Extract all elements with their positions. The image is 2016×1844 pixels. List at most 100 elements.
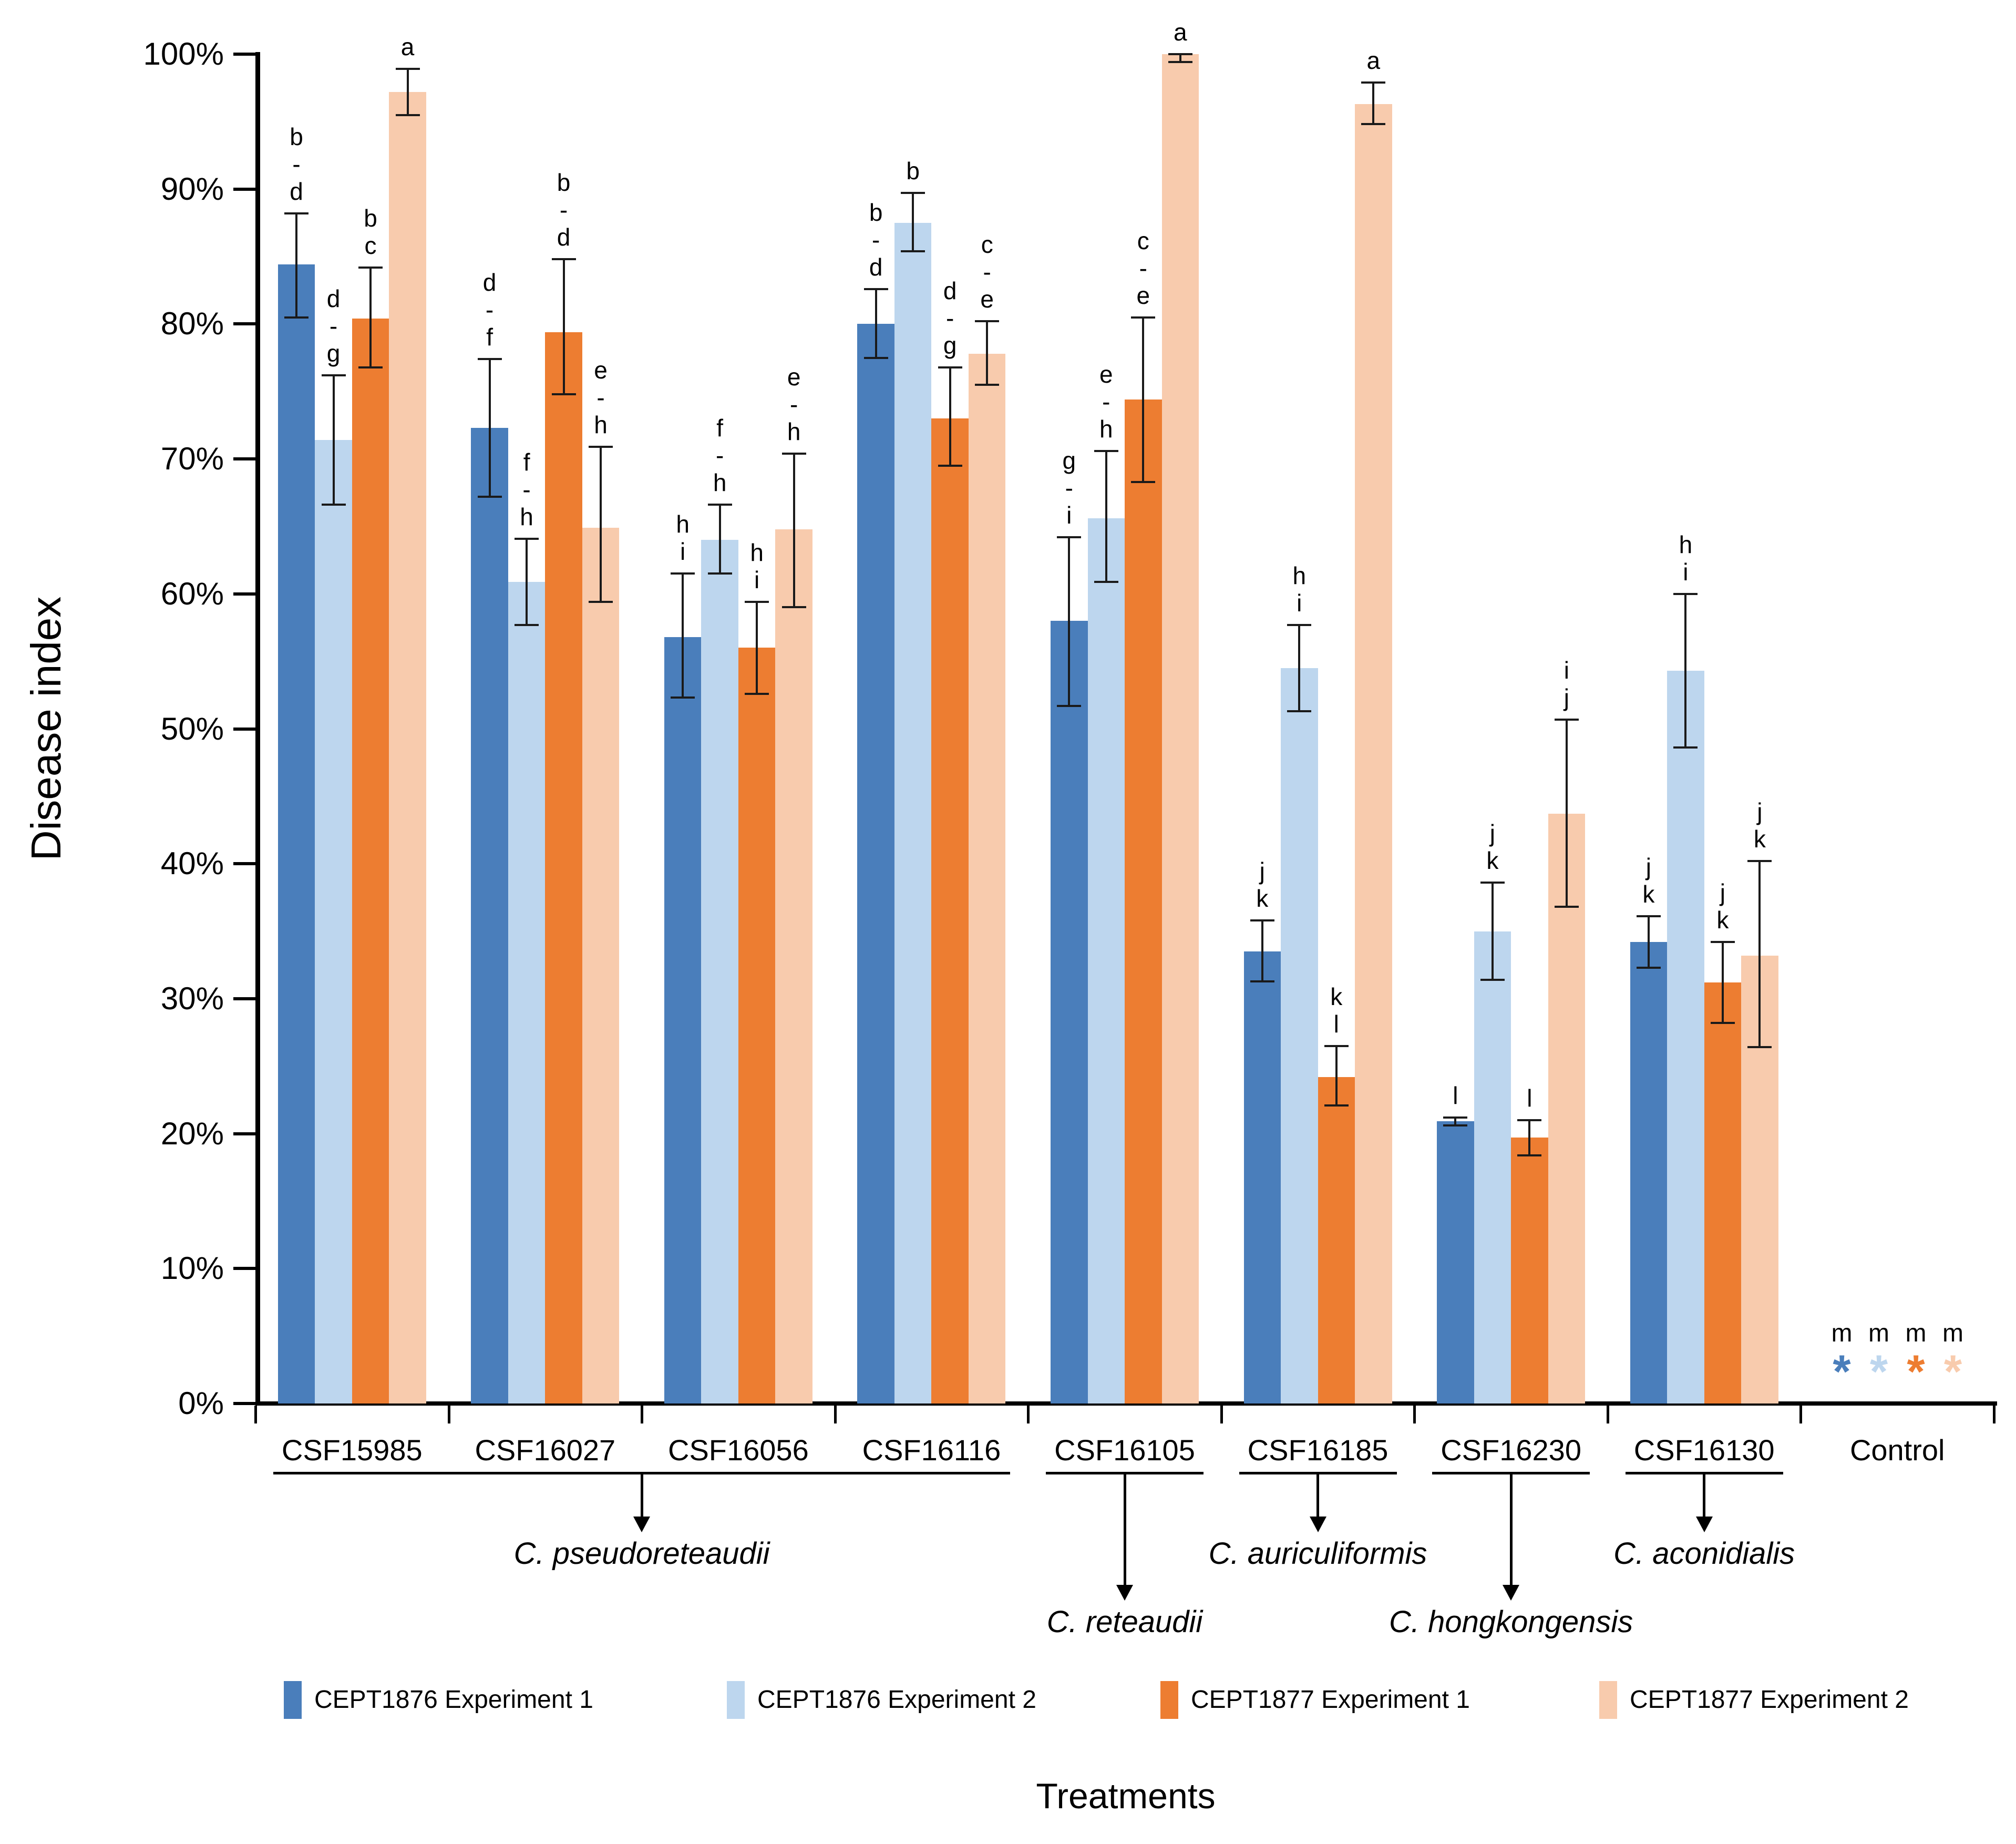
error-bar [406,69,409,115]
error-bar [1068,537,1071,706]
y-tick-label: 10% [160,1251,224,1286]
error-bar-cap-bottom [358,366,383,368]
error-bar [986,321,989,385]
x-axis-title: Treatments [1036,1776,1216,1816]
significance-letters: a [1173,18,1187,46]
error-bar-cap-bottom [321,504,346,506]
error-bar [718,505,721,574]
error-bar-cap-bottom [745,692,769,695]
error-bar-cap-bottom [863,356,888,359]
error-bar-cap-top [1168,53,1192,55]
error-bar [793,453,795,608]
x-tick-mark [1413,1406,1416,1423]
y-tick-label: 90% [160,171,224,207]
x-category-label: Control [1849,1433,1945,1467]
y-tick-mark [233,727,255,731]
species-arrow-stem [1509,1472,1513,1585]
bar-CSF15985-series3 [352,319,389,1404]
control-letter: m [1868,1319,1889,1347]
control-asterisk: * [1943,1345,1962,1397]
bar-CSF16056-series4 [775,529,812,1404]
bar-CSF16185-series4 [1355,104,1392,1404]
significance-letters: a [1366,46,1381,74]
error-bar-cap-bottom [938,464,962,467]
error-bar-cap-top [938,366,962,368]
y-tick-mark [233,1402,255,1405]
legend-swatch-icon [1599,1681,1617,1719]
error-bar-cap-top [1517,1119,1542,1121]
significance-letters: b-d [557,169,571,251]
error-bar [1179,54,1181,63]
legend-label: CEPT1876 Experiment 1 [314,1686,593,1714]
error-bar-cap-bottom [551,393,576,395]
error-bar [332,375,335,505]
error-bar [875,289,877,358]
error-bar-cap-top [477,358,502,361]
y-tick-label: 30% [160,980,224,1016]
species-arrow-stem [1123,1472,1126,1585]
species-label: C. reteaudii [1046,1605,1203,1639]
error-bar-cap-bottom [781,606,806,609]
x-category-label: CSF16230 [1441,1433,1581,1467]
error-bar [562,259,565,394]
error-bar-cap-top [284,212,309,214]
error-bar-cap-top [1094,449,1118,452]
y-tick-mark [233,592,255,596]
control-letter: m [1905,1319,1927,1347]
y-tick-mark [233,997,255,1000]
x-tick-mark [834,1406,837,1423]
error-bar-cap-bottom [1554,906,1579,908]
y-tick-mark [233,1132,255,1135]
error-bar [1335,1046,1338,1105]
species-label: C. auriculiformis [1208,1536,1427,1571]
bar-CSF16230-series1 [1437,1121,1474,1404]
error-bar-cap-top [1287,623,1312,626]
control-asterisk: * [1869,1345,1888,1397]
error-bar-cap-bottom [707,572,732,575]
x-axis-line [255,1401,1997,1406]
error-bar-cap-bottom [1636,966,1661,969]
x-category-label: CSF16105 [1054,1433,1195,1467]
bar-CSF16105-series2 [1087,518,1125,1404]
species-arrowhead-icon [1116,1585,1133,1601]
error-bar-cap-bottom [1250,980,1274,982]
error-bar [1105,450,1107,582]
bar-CSF16116-series1 [857,324,894,1404]
bar-CSF16027-series3 [545,332,582,1404]
x-tick-mark [1027,1406,1030,1423]
legend-swatch-icon [1160,1681,1178,1719]
error-bar-cap-bottom [1131,480,1156,483]
error-bar [1647,916,1650,968]
error-bar-cap-bottom [1517,1154,1542,1156]
x-tick-mark [254,1406,257,1423]
error-bar-cap-top [707,504,732,506]
y-tick-label: 80% [160,306,224,342]
error-bar-cap-bottom [1094,580,1118,583]
species-arrow-stem [1703,1472,1706,1517]
species-label: C. hongkongensis [1388,1605,1633,1639]
y-tick-mark [233,53,255,56]
error-bar [1758,861,1761,1048]
error-bar-cap-top [1131,316,1156,319]
error-bar [1565,719,1568,907]
species-arrowhead-icon [1503,1585,1520,1601]
error-bar-cap-top [515,537,539,540]
significance-letters: b-d [869,198,883,281]
x-tick-mark [1220,1406,1223,1423]
error-bar [756,602,758,694]
error-bar [1684,593,1687,748]
x-category-label: CSF16185 [1247,1433,1388,1467]
error-bar-cap-bottom [1673,746,1698,749]
x-category-label: CSF16130 [1633,1433,1775,1467]
bar-CSF16027-series4 [582,528,620,1404]
bar-CSF15985-series4 [389,91,426,1404]
species-arrowhead-icon [1309,1517,1326,1532]
error-bar-cap-bottom [477,495,502,498]
